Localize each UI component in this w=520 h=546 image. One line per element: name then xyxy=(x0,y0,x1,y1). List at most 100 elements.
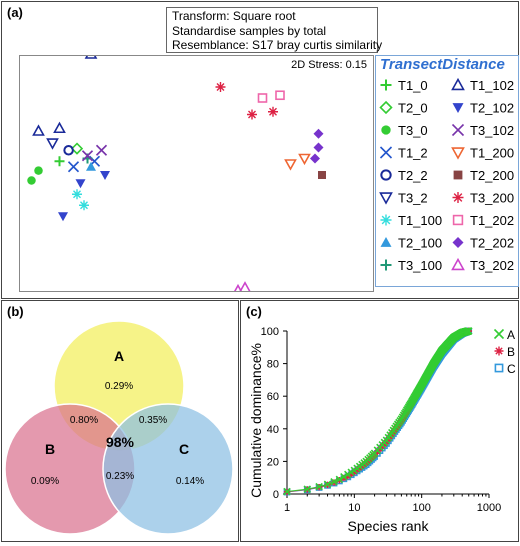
legend-label-t1-0: T1_0 xyxy=(398,78,428,93)
dominance-svg: 0 20 40 60 80 100 1 10 100 1000 Species rank Cumula… xyxy=(248,326,516,534)
mds-point-t1-100 xyxy=(72,189,82,200)
legend-marker-t2-0 xyxy=(379,100,393,115)
dominance-legend-label-b: B xyxy=(507,345,515,359)
y-tick-label: 20 xyxy=(267,456,279,468)
y-tick-label: 80 xyxy=(267,359,279,371)
venn-bc: 0.23% xyxy=(106,471,134,482)
mds-point-t3-102 xyxy=(81,150,94,162)
mds-scatter-svg xyxy=(27,47,326,296)
legend-label-t3-200: T3_200 xyxy=(470,191,514,206)
series-a xyxy=(283,327,473,496)
legend-label-t1-100: T1_100 xyxy=(398,213,442,228)
mds-point-t3-200 xyxy=(268,106,278,117)
mds-point-t2-0 xyxy=(70,142,84,155)
mds-point-t1-200 xyxy=(298,153,311,166)
venn-circle-c xyxy=(102,403,234,535)
dominance-legend-marker-b xyxy=(494,346,504,356)
x-tick-label: 100 xyxy=(412,502,430,514)
mds-point-t2-202 xyxy=(313,128,324,139)
legend-marker-t3-200 xyxy=(452,192,464,203)
series-line-a xyxy=(286,330,469,493)
mds-point-t2-200 xyxy=(318,171,326,179)
y-tick-label: 100 xyxy=(261,326,279,338)
legend-marker-t1-100 xyxy=(380,214,392,226)
resemblance-line: Resemblance: S17 bray curtis similarity xyxy=(172,38,383,52)
y-tick-label: 40 xyxy=(267,424,279,436)
y-axis-label: Cumulative dominance% xyxy=(248,343,264,498)
venn-only-b: 0.09% xyxy=(31,476,59,487)
mds-point-t1-102 xyxy=(32,124,45,136)
legend-marker-t2-2 xyxy=(380,169,392,181)
analysis-info-box: Transform: Square root Standardise sampl… xyxy=(166,7,383,53)
y-tick-label: 60 xyxy=(267,391,279,403)
legend-label-t2-202: T2_202 xyxy=(470,236,514,251)
legend-label-t2-102: T2_102 xyxy=(470,101,514,116)
dominance-legend-label-a: A xyxy=(507,328,515,342)
mds-point-t1-202 xyxy=(257,93,268,103)
venn-set-label-b: B xyxy=(45,441,55,457)
mds-point-t2-102 xyxy=(75,179,86,189)
legend-marker-t3-0 xyxy=(381,125,391,135)
x-tick-label: 10 xyxy=(348,502,360,514)
dominance-legend-marker-c xyxy=(494,363,504,373)
venn-abc: 98% xyxy=(106,434,135,450)
mds-point-t2-100 xyxy=(86,161,96,171)
stress-value: 2D Stress: 0.15 xyxy=(291,59,367,71)
mds-legend-svg: T1_0 T2_0 T3_0 T1_2 T2_2 T3_2 T1_100 T2_100 T3_1… xyxy=(379,77,514,273)
legend-marker-t1-200 xyxy=(451,147,465,160)
mds-plot-area: 2D Stress: 0.15 xyxy=(19,47,374,296)
legend-marker-t3-2 xyxy=(379,192,393,205)
panel-label-b: (b) xyxy=(7,304,24,319)
legend-marker-t1-0 xyxy=(380,79,392,91)
legend-label-t3-0: T3_0 xyxy=(398,123,428,138)
y-tick-label: 0 xyxy=(273,489,279,501)
legend-label-t2-2: T2_2 xyxy=(398,168,428,183)
panel-label-c: (c) xyxy=(246,304,262,319)
legend-marker-t1-2 xyxy=(379,146,393,159)
venn-only-c: 0.14% xyxy=(176,476,204,487)
mds-point-t3-0 xyxy=(27,176,36,185)
x-axis-label: Species rank xyxy=(348,518,430,534)
panel-a-mds-plot: (a) Transform: Square root Standardise s… xyxy=(1,1,519,299)
legend-marker-t3-102 xyxy=(451,123,465,137)
legend-label-t1-202: T1_202 xyxy=(470,213,514,228)
mds-point-t3-102 xyxy=(95,144,108,156)
mds-point-t1-202 xyxy=(275,90,285,101)
dominance-legend-label-c: C xyxy=(507,362,516,376)
standardise-line: Standardise samples by total xyxy=(172,23,327,38)
legend-label-t1-200: T1_200 xyxy=(470,146,514,161)
mds-point-t3-0 xyxy=(34,166,43,175)
mds-point-t2-102 xyxy=(58,212,68,222)
legend-marker-t1-202 xyxy=(452,214,464,226)
venn-ac: 0.35% xyxy=(139,415,167,426)
mds-point-t3-200 xyxy=(215,82,226,92)
dominance-legend-marker-a xyxy=(493,328,505,340)
legend-marker-t2-102 xyxy=(452,103,464,113)
mds-point-t2-202 xyxy=(310,153,320,164)
mds-point-t3-2 xyxy=(46,138,59,150)
legend-label-t3-2: T3_2 xyxy=(398,191,428,206)
legend-label-t3-202: T3_202 xyxy=(470,258,514,273)
x-tick-label: 1 xyxy=(284,502,290,514)
legend-label-t3-102: T3_102 xyxy=(470,123,514,138)
venn-only-a: 0.29% xyxy=(105,381,133,392)
legend-marker-t2-100 xyxy=(380,237,392,247)
mds-point-t1-2 xyxy=(67,161,80,173)
mds-point-t3-200 xyxy=(247,109,257,120)
mds-point-t1-100 xyxy=(79,200,89,211)
dominance-axes xyxy=(286,331,489,495)
legend-label-t3-100: T3_100 xyxy=(398,258,442,273)
mds-point-t1-102 xyxy=(53,121,66,134)
venn-set-label-c: C xyxy=(179,441,189,457)
legend-marker-t3-202 xyxy=(451,257,465,271)
legend-marker-t3-100 xyxy=(380,259,392,271)
panel-label-a: (a) xyxy=(7,5,23,20)
legend-label-t1-2: T1_2 xyxy=(398,146,428,161)
venn-ab: 0.80% xyxy=(70,415,98,426)
venn-svg: A 0.29% B 0.09% C 0.14% 0.80% 0.35% 0.23% 98% xyxy=(4,320,234,535)
legend-label-t2-200: T2_200 xyxy=(470,168,514,183)
legend-label-t1-102: T1_102 xyxy=(470,78,514,93)
venn-set-label-a: A xyxy=(114,348,124,364)
legend-marker-t2-202 xyxy=(452,237,464,248)
legend-label-t2-100: T2_100 xyxy=(398,236,442,251)
